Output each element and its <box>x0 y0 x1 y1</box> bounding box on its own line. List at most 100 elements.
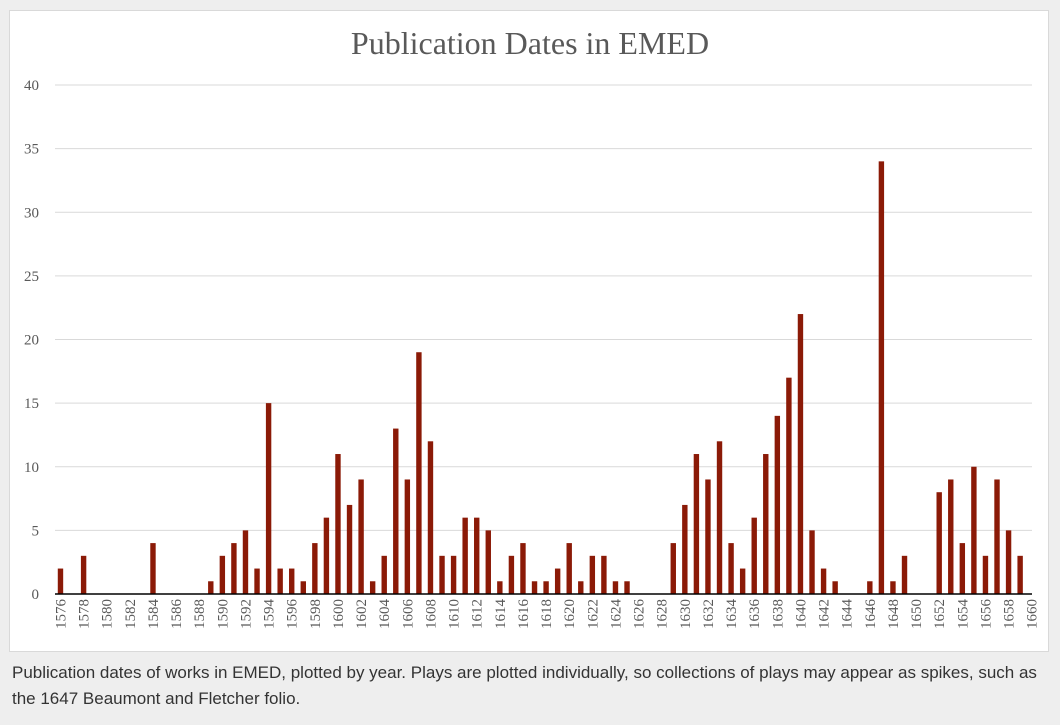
x-tick-label: 1596 <box>285 599 301 630</box>
x-tick-label: 1584 <box>146 599 162 630</box>
bar <box>982 555 989 594</box>
bar <box>994 479 1000 594</box>
bar <box>890 581 896 594</box>
y-tick-label: 30 <box>24 205 39 221</box>
x-tick-label: 1648 <box>886 599 902 629</box>
bar <box>670 543 676 594</box>
bar <box>450 555 457 594</box>
x-tick-label: 1650 <box>909 599 925 629</box>
x-tick-label: 1582 <box>123 599 139 629</box>
bar <box>1017 555 1023 594</box>
bar <box>820 568 827 594</box>
x-tick-label: 1580 <box>100 599 116 629</box>
bar <box>728 543 734 594</box>
x-tick-label: 1628 <box>655 599 671 629</box>
bar <box>959 543 966 594</box>
bar <box>289 568 295 594</box>
bar <box>265 403 272 594</box>
x-tick-label: 1622 <box>585 599 601 629</box>
bar <box>693 454 700 594</box>
x-tick-label: 1604 <box>377 599 393 630</box>
x-tick-label: 1630 <box>678 599 694 629</box>
bar <box>208 581 214 594</box>
bar <box>57 568 64 594</box>
y-tick-label: 25 <box>24 269 39 285</box>
bar <box>797 314 804 594</box>
bar <box>971 466 977 594</box>
bar <box>254 568 260 594</box>
x-tick-label: 1620 <box>562 599 578 629</box>
bar <box>358 479 364 594</box>
x-tick-label: 1616 <box>516 599 532 630</box>
bar <box>936 492 942 594</box>
bar <box>531 581 538 594</box>
bar <box>566 543 572 594</box>
y-tick-label: 5 <box>32 523 40 539</box>
bar <box>427 441 434 594</box>
y-tick-label: 0 <box>32 587 40 603</box>
y-tick-label: 15 <box>24 396 39 412</box>
x-tick-label: 1634 <box>724 599 740 630</box>
bar <box>335 454 341 594</box>
bar <box>786 377 792 594</box>
y-tick-label: 35 <box>24 142 39 158</box>
x-tick-label: 1658 <box>1002 599 1018 629</box>
y-tick-label: 40 <box>24 78 39 94</box>
x-tick-label: 1644 <box>840 599 856 630</box>
x-tick-label: 1608 <box>423 599 439 629</box>
x-tick-label: 1586 <box>169 599 185 630</box>
x-tick-label: 1594 <box>262 599 278 630</box>
x-tick-label: 1598 <box>308 599 324 629</box>
x-tick-label: 1614 <box>493 599 509 630</box>
x-tick-label: 1632 <box>701 599 717 629</box>
bar <box>878 161 885 594</box>
bar <box>474 517 480 594</box>
bar <box>1005 530 1012 594</box>
bar <box>682 504 688 594</box>
bar <box>520 543 526 594</box>
bar <box>242 530 249 594</box>
x-tick-label: 1624 <box>608 599 624 630</box>
x-tick-label: 1576 <box>53 599 69 630</box>
bar <box>323 517 330 594</box>
bar <box>948 479 954 594</box>
x-tick-label: 1590 <box>215 599 231 629</box>
bar <box>300 581 306 594</box>
bar <box>277 568 283 594</box>
bar <box>231 543 237 594</box>
x-tick-label: 1656 <box>978 599 994 630</box>
bar <box>416 352 422 594</box>
bar <box>601 555 607 594</box>
x-tick-label: 1578 <box>77 599 93 629</box>
x-tick-label: 1592 <box>238 599 254 629</box>
bar <box>612 581 619 594</box>
bar <box>554 568 561 594</box>
chart-panel: 0 5 10 15 20 25 30 35 40 1576 1578 1580 1582 1584 1586… <box>9 10 1049 652</box>
bar <box>219 555 226 594</box>
bar <box>381 555 387 594</box>
x-tick-label: 1654 <box>955 599 971 630</box>
bar <box>462 517 468 594</box>
x-tick-label: 1600 <box>331 599 347 629</box>
x-tick-label: 1612 <box>470 599 486 629</box>
x-tick-label: 1626 <box>632 599 648 630</box>
bar <box>809 530 815 594</box>
bar <box>705 479 711 594</box>
bar <box>508 555 515 594</box>
x-tick-label: 1636 <box>747 599 763 630</box>
bar <box>497 581 503 594</box>
x-tick-label: 1638 <box>770 599 786 629</box>
bar <box>589 555 596 594</box>
bar <box>80 555 87 594</box>
bar <box>485 530 491 594</box>
chart-title: Publication Dates in EMED <box>350 25 710 61</box>
bar <box>346 504 353 594</box>
bar <box>578 581 584 594</box>
x-tick-label: 1640 <box>793 599 809 629</box>
bar-chart: 0 5 10 15 20 25 30 35 40 1576 1578 1580 1582 1584 1586… <box>24 78 1041 630</box>
x-tick-label: 1660 <box>1025 599 1041 629</box>
figure-caption: Publication dates of works in EMED, plot… <box>12 663 1037 708</box>
bar <box>763 454 769 594</box>
bar <box>393 428 399 594</box>
